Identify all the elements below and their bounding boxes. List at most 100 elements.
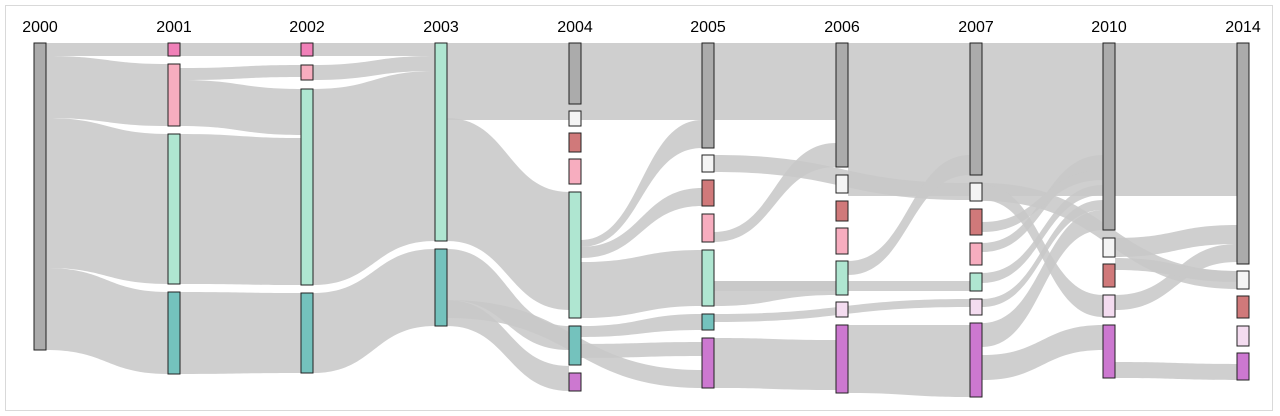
year-label-2010: 2010 bbox=[1091, 19, 1127, 36]
sankey-node-teal bbox=[568, 325, 582, 366]
sankey-node-red bbox=[701, 179, 715, 207]
year-label-2007: 2007 bbox=[958, 19, 994, 36]
sankey-node-red bbox=[969, 208, 983, 236]
flow-link bbox=[581, 250, 702, 318]
flow-link bbox=[982, 183, 1237, 289]
sankey-node-red bbox=[1236, 295, 1250, 319]
sankey-node-hotpink bbox=[300, 42, 314, 57]
sankey-node-white bbox=[1102, 237, 1116, 258]
year-labels: 2000 2001 2002 2003 2004 2005 2006 2007 … bbox=[22, 19, 1261, 36]
year-label-2002: 2002 bbox=[289, 19, 325, 36]
flow-link bbox=[1115, 43, 1237, 196]
flow-link bbox=[714, 43, 836, 120]
sankey-node-red bbox=[1102, 263, 1116, 288]
sankey-node-pink bbox=[568, 158, 582, 185]
sankey-node-white bbox=[701, 154, 715, 173]
flow-link bbox=[180, 292, 301, 374]
sankey-node-gray bbox=[1236, 42, 1250, 265]
year-label-2004: 2004 bbox=[557, 19, 593, 36]
flow-link bbox=[313, 249, 435, 373]
flow-link bbox=[313, 56, 435, 80]
flow-link bbox=[1115, 258, 1237, 282]
flow-link bbox=[581, 188, 702, 258]
flow-link bbox=[982, 170, 1103, 232]
sankey-node-teal bbox=[434, 248, 448, 327]
flow-link bbox=[581, 314, 702, 337]
sankey-node-gray bbox=[835, 42, 849, 168]
sankey-node-white bbox=[835, 174, 849, 194]
flow-link bbox=[180, 80, 301, 135]
year-label-2003: 2003 bbox=[423, 19, 459, 36]
sankey-node-white bbox=[568, 110, 582, 127]
sankey-node-mint bbox=[835, 260, 849, 296]
sankey-node-white bbox=[1236, 270, 1250, 290]
sankey-node-gray bbox=[33, 42, 47, 351]
sankey-node-pink bbox=[167, 63, 181, 127]
diagram-frame bbox=[5, 5, 1273, 411]
sankey-node-purple bbox=[835, 324, 849, 394]
sankey-node-white bbox=[969, 182, 983, 202]
sankey-node-purple bbox=[1236, 352, 1250, 381]
sankey-node-mint bbox=[969, 272, 983, 292]
flow-link bbox=[180, 65, 301, 80]
sankey-node-hotpink bbox=[167, 42, 181, 57]
sankey-node-red bbox=[568, 132, 582, 153]
flow-link bbox=[848, 325, 970, 397]
year-label-2006: 2006 bbox=[824, 19, 860, 36]
year-label-2005: 2005 bbox=[690, 19, 726, 36]
sankey-node-gray bbox=[701, 42, 715, 149]
flow-link bbox=[46, 268, 168, 374]
year-label-2001: 2001 bbox=[156, 19, 192, 36]
flow-link bbox=[581, 342, 702, 358]
flow-link bbox=[180, 134, 301, 285]
sankey-node-pink bbox=[835, 227, 849, 255]
sankey-node-purple bbox=[701, 337, 715, 389]
sankey-node-pink bbox=[701, 213, 715, 243]
flow-link bbox=[714, 143, 836, 242]
flow-link bbox=[982, 185, 1103, 283]
flow-link bbox=[982, 210, 1103, 347]
flow-link bbox=[447, 300, 569, 391]
flow-link bbox=[1115, 244, 1237, 310]
sankey-node-purple bbox=[568, 372, 582, 392]
flow-link bbox=[46, 118, 168, 284]
flow-link bbox=[714, 338, 836, 390]
sankey-node-mint bbox=[167, 133, 181, 285]
flow-link bbox=[447, 118, 569, 310]
flow-link bbox=[313, 71, 435, 285]
flow-layer bbox=[46, 43, 1237, 397]
sankey-node-teal bbox=[300, 292, 314, 374]
sankey-node-purple bbox=[969, 322, 983, 398]
sankey-node-mint bbox=[434, 42, 448, 242]
year-label-2000: 2000 bbox=[22, 19, 58, 36]
flow-link bbox=[982, 185, 1103, 317]
sankey-node-purple bbox=[1102, 324, 1116, 379]
sankey-node-lavender bbox=[1236, 325, 1250, 347]
flow-link bbox=[1115, 362, 1237, 380]
sankey-node-pink bbox=[300, 64, 314, 81]
sankey-node-gray bbox=[969, 42, 983, 176]
flow-link bbox=[982, 325, 1103, 380]
flow-link bbox=[313, 43, 435, 56]
flow-link bbox=[848, 155, 970, 275]
sankey-node-teal bbox=[701, 313, 715, 331]
sankey-node-teal bbox=[167, 291, 181, 375]
sankey-node-red bbox=[835, 200, 849, 222]
sankey-node-lavender bbox=[835, 301, 849, 318]
flow-link bbox=[1115, 225, 1237, 257]
node-layer bbox=[33, 42, 1250, 398]
sankey-node-lavender bbox=[969, 298, 983, 316]
sankey-node-mint bbox=[300, 88, 314, 286]
sankey-node-mint bbox=[701, 249, 715, 307]
sankey-node-pink bbox=[969, 242, 983, 266]
sankey-node-lavender bbox=[1102, 294, 1116, 318]
flow-link bbox=[180, 43, 301, 56]
sankey-node-mint bbox=[568, 191, 582, 319]
flow-link bbox=[581, 120, 702, 247]
flow-link bbox=[46, 43, 168, 56]
sankey-node-gray bbox=[568, 42, 582, 105]
sankey-node-gray bbox=[1102, 42, 1116, 231]
flow-link bbox=[46, 56, 168, 126]
year-label-2014: 2014 bbox=[1225, 19, 1261, 36]
